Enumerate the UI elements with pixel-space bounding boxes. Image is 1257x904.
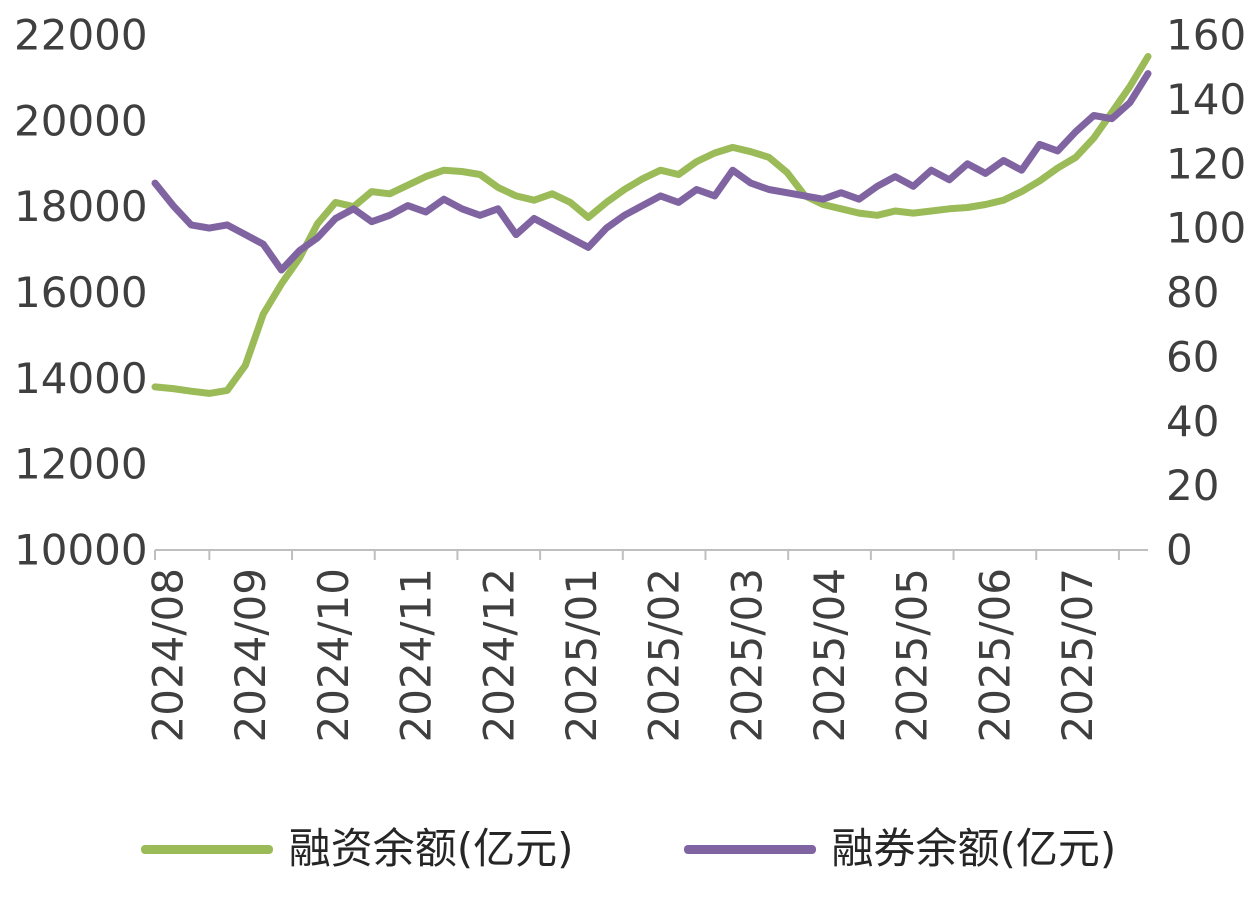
financing-legend-line-icon bbox=[140, 844, 273, 854]
left-axis-tick-label: 10000 bbox=[14, 526, 148, 575]
right-axis-tick-label: 20 bbox=[1166, 461, 1219, 510]
right-axis-tick-label: 40 bbox=[1166, 397, 1219, 446]
x-axis-tick-label: 2025/03 bbox=[722, 568, 771, 742]
right-axis-tick-label: 100 bbox=[1166, 204, 1246, 253]
right-axis-tick-label: 140 bbox=[1166, 75, 1246, 124]
left-axis-tick-label: 18000 bbox=[14, 182, 148, 231]
legend-item-securities-lending: 融券余额(亿元) bbox=[683, 824, 1117, 873]
financing-balance-line bbox=[151, 53, 1152, 397]
left-axis-tick-label: 16000 bbox=[14, 268, 148, 317]
securities-lending-legend-line-icon bbox=[683, 844, 816, 854]
left-axis-tick-label: 12000 bbox=[14, 440, 148, 489]
x-axis-tick-label: 2025/05 bbox=[888, 568, 937, 742]
x-axis-tick-label: 2025/04 bbox=[805, 568, 854, 742]
right-axis-tick-label: 160 bbox=[1166, 11, 1246, 60]
x-axis-tick-label: 2024/08 bbox=[143, 568, 192, 742]
x-axis-tick-label: 2025/07 bbox=[1053, 568, 1102, 742]
x-axis-tick-label: 2025/06 bbox=[970, 568, 1019, 742]
securities-lending-balance-line bbox=[151, 70, 1152, 274]
x-axis-tick-label: 2025/02 bbox=[640, 568, 689, 742]
financing-legend-label: 融资余额(亿元) bbox=[288, 824, 574, 873]
left-axis-tick-label: 14000 bbox=[14, 354, 148, 403]
right-axis-tick-label: 80 bbox=[1166, 268, 1219, 317]
right-axis-tick-label: 120 bbox=[1166, 139, 1246, 188]
left-axis-tick-label: 22000 bbox=[14, 11, 148, 60]
legend-item-financing: 融资余额(亿元) bbox=[140, 824, 574, 873]
x-axis-tick-label: 2024/12 bbox=[474, 568, 523, 742]
x-axis-tick-label: 2024/10 bbox=[309, 568, 358, 742]
x-axis-tick-label: 2025/01 bbox=[557, 568, 606, 742]
x-axis-tick-label: 2024/11 bbox=[392, 568, 441, 742]
right-axis-tick-label: 0 bbox=[1166, 526, 1193, 575]
left-axis-tick-label: 20000 bbox=[14, 96, 148, 145]
right-axis-tick-label: 60 bbox=[1166, 332, 1219, 381]
x-axis-tick-label: 2024/09 bbox=[226, 568, 275, 742]
chart-legend: 融资余额(亿元) 融券余额(亿元) bbox=[0, 828, 1257, 870]
securities-lending-legend-label: 融券余额(亿元) bbox=[831, 824, 1117, 873]
